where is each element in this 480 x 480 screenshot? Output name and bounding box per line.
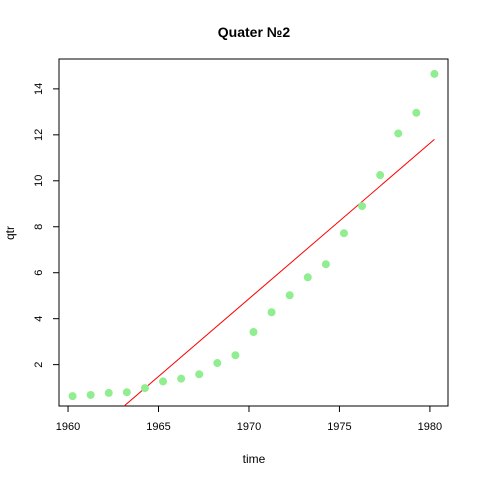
chart-title: Quater №2 — [218, 24, 291, 40]
data-point — [267, 308, 276, 317]
x-axis: 1960 1965 1970 1975 1980 — [56, 405, 442, 433]
plot-frame — [58, 58, 449, 407]
data-point — [321, 260, 330, 269]
data-point — [104, 388, 113, 397]
data-point — [140, 384, 149, 393]
x-tick-label: 1965 — [146, 421, 170, 433]
data-point — [358, 202, 367, 211]
x-axis-label: time — [243, 452, 266, 466]
x-tick-label: 1975 — [327, 421, 351, 433]
data-point — [177, 374, 186, 383]
data-point — [394, 129, 403, 138]
data-point — [213, 359, 222, 368]
y-tick-label: 12 — [33, 129, 45, 141]
data-point — [231, 351, 240, 360]
y-tick-label: 2 — [33, 362, 45, 368]
x-tick-label: 1960 — [56, 421, 80, 433]
data-point — [86, 390, 95, 399]
data-point — [376, 171, 385, 180]
y-tick-label: 4 — [33, 316, 45, 322]
y-axis: 2 4 6 8 10 12 14 — [33, 83, 60, 368]
x-tick-label: 1980 — [418, 421, 442, 433]
y-axis-label: qtr — [3, 226, 17, 240]
data-point — [412, 108, 421, 117]
y-tick-label: 6 — [33, 270, 45, 276]
y-tick-label: 14 — [33, 83, 45, 95]
data-point — [303, 273, 312, 282]
data-point — [430, 69, 439, 78]
data-point — [68, 392, 77, 401]
data-point — [195, 370, 204, 379]
y-tick-label: 8 — [33, 224, 45, 230]
y-tick-label: 10 — [33, 175, 45, 187]
data-point — [122, 388, 131, 397]
trend-line-group — [123, 139, 435, 407]
data-point — [159, 377, 168, 386]
data-point — [339, 229, 348, 238]
trend-line — [123, 139, 435, 407]
points-group — [68, 69, 439, 401]
data-point — [285, 291, 294, 300]
data-point — [249, 328, 258, 337]
x-tick-label: 1970 — [237, 421, 261, 433]
